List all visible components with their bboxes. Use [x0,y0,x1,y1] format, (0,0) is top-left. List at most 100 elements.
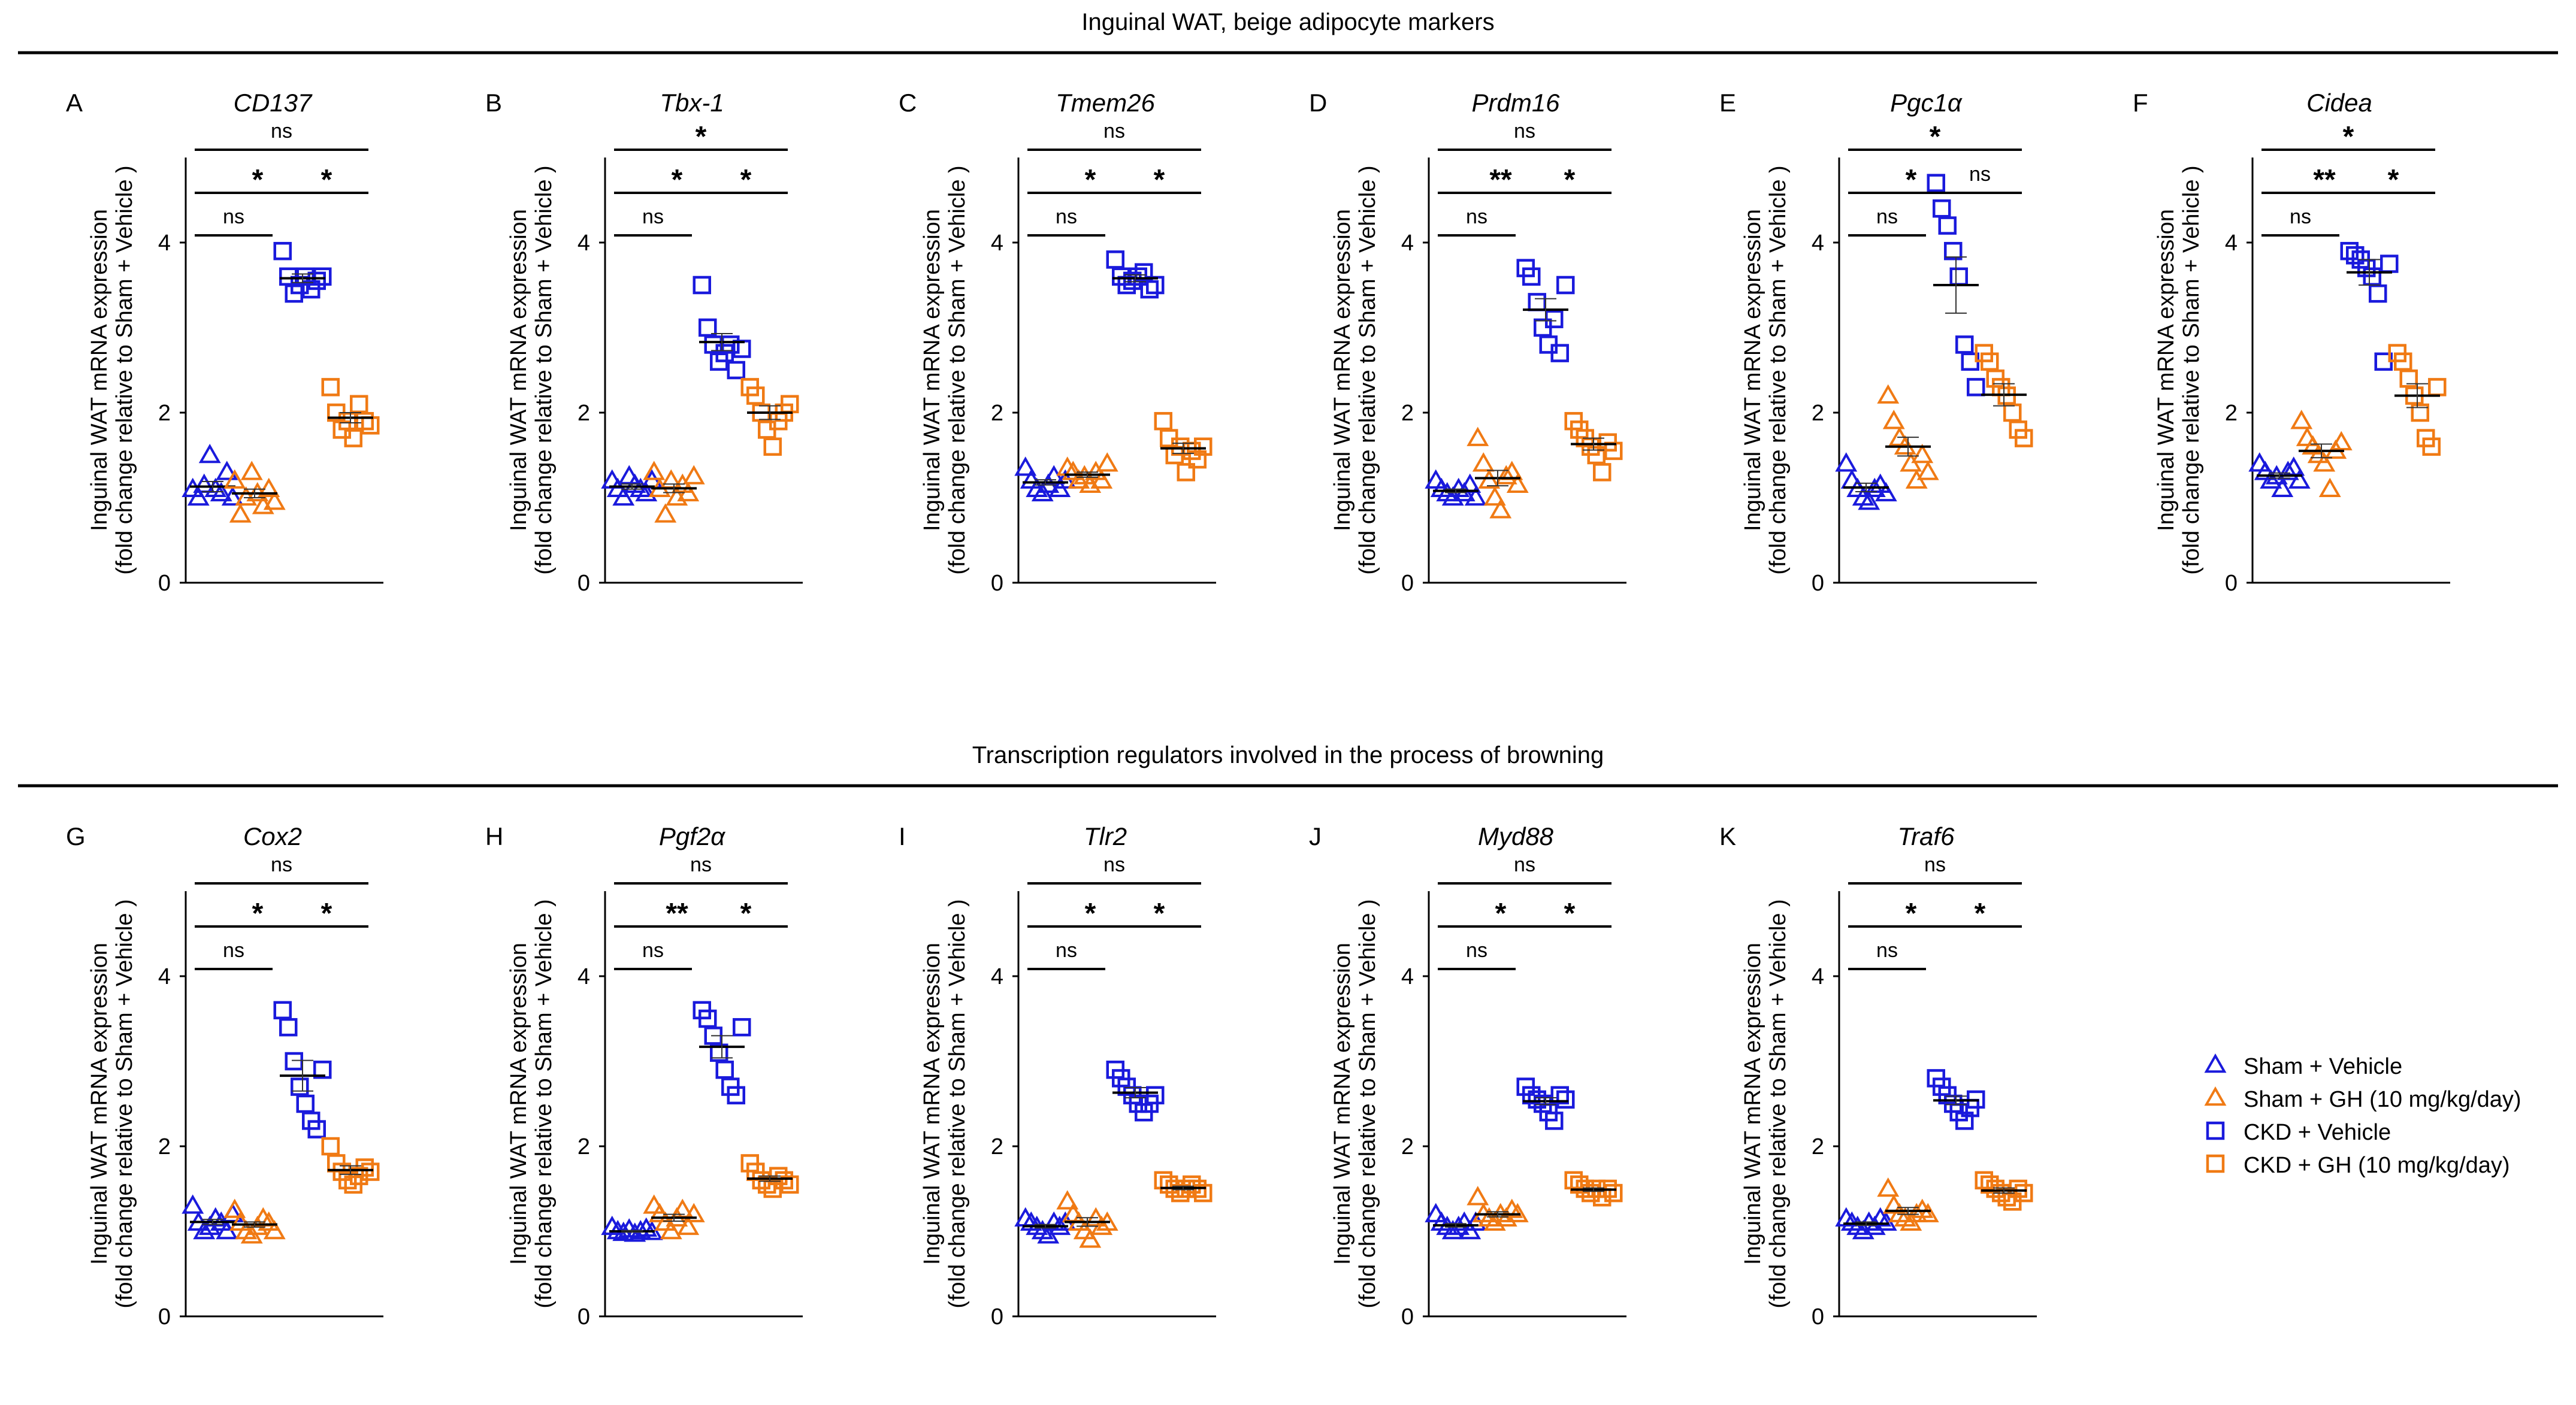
gene-title: Pgc1α [1890,89,1963,117]
significance-label: * [2388,164,2399,196]
legend-label: CKD + Vehicle [2244,1120,2391,1145]
data-point [710,1043,728,1062]
significance-label: * [1564,898,1576,929]
data-point [198,443,221,464]
data-point [2394,352,2412,371]
y-tick-label: 4 [1401,964,1414,989]
data-point [1955,335,1974,354]
panel-H: H Pgf2α 0 2 4 Inguinal WAT mRNA expression (fo… [485,822,803,1330]
square-marker-icon [2206,1121,2225,1140]
y-axis-label: Inguinal WAT mRNA expression [920,943,945,1265]
y-tick-label: 0 [1401,1304,1414,1330]
data-point [1472,452,1495,472]
y-tick-label: 2 [991,401,1003,426]
significance-label: * [1085,164,1096,196]
data-point [1905,1203,1928,1222]
significance-label: * [696,121,707,153]
significance-label: * [321,898,332,929]
data-point [193,1219,216,1240]
y-tick-label: 2 [1812,1134,1824,1159]
data-point [699,318,717,337]
panel-letter: H [485,822,503,850]
data-point [291,1077,309,1096]
panel-letter: D [1309,89,1327,117]
data-point [643,461,666,480]
data-point [2346,246,2365,265]
data-point [781,1175,799,1194]
significance-label: * [1495,898,1507,929]
data-point [1106,250,1124,269]
data-point [273,1001,292,1020]
legend-label: Sham + Vehicle [2244,1054,2402,1079]
data-point [733,340,751,358]
significance-label: ns [1466,205,1487,228]
data-point [775,1171,793,1190]
panel-J: J Myd88 0 2 4 Inguinal WAT mRNA expression (fo… [1309,822,1626,1330]
data-point [1911,443,1934,464]
data-point [258,477,280,498]
panel-C: C Tmem26 0 2 4 Inguinal WAT mRNA expression (f… [899,89,1216,596]
data-point [1916,461,1939,480]
data-point [763,437,782,456]
data-point [1425,469,1447,489]
panel-letter: B [485,89,502,117]
panel-G: G Cox2 0 2 4 Inguinal WAT mRNA expression (fol… [66,822,383,1330]
data-point [612,486,635,506]
data-point [285,1052,303,1071]
y-tick-label: 0 [158,571,171,596]
data-point [350,395,368,414]
y-axis-label: Inguinal WAT mRNA expression [506,209,531,531]
data-point [1129,267,1147,286]
gene-title: Prdm16 [1471,89,1560,117]
data-point [682,1203,705,1222]
data-point [2003,403,2022,422]
panel-letter: E [1719,89,1736,117]
data-point [1882,410,1905,429]
data-point [1556,1090,1575,1109]
data-point [1177,463,1195,482]
data-point [1874,482,1897,502]
data-point [699,1009,717,1028]
data-point [223,1198,246,1218]
legend-item: Sham + Vehicle [2204,1053,2402,1079]
data-point [643,1194,666,1214]
data-point [2254,461,2276,480]
data-point [307,1120,326,1138]
data-point [2248,452,2271,472]
gene-title: Myd88 [1478,822,1554,850]
y-tick-label: 4 [991,964,1003,989]
data-point [2009,1179,2027,1198]
data-point [1877,384,1900,404]
data-point [1916,1203,1939,1222]
data-point [1154,411,1172,431]
data-point [2318,477,2341,498]
data-point [654,503,677,523]
data-point [1967,378,1985,396]
significance-label: * [1085,898,1096,929]
data-point [1495,465,1517,485]
data-point [635,482,658,502]
y-tick-label: 4 [158,231,171,256]
data-point [2288,469,2311,489]
data-point [1188,450,1207,469]
legend-label: Sham + GH (10 mg/kg/day) [2244,1087,2521,1112]
y-tick-label: 4 [578,231,590,256]
legend-item: CKD + GH (10 mg/kg/day) [2206,1153,2510,1178]
data-point [2428,378,2447,396]
significance-label: ** [666,898,688,929]
data-point [2380,255,2399,273]
data-point [1556,275,1575,295]
data-point [355,411,374,431]
data-point [187,486,210,506]
data-point [361,416,380,435]
gene-title: Pgf2α [659,822,725,850]
data-point [321,378,340,396]
significance-label: * [1930,121,1941,153]
gene-title: Traf6 [1898,822,1955,850]
y-tick-label: 2 [1812,401,1824,426]
significance-label: * [1906,898,1917,929]
significance-label: * [1906,164,1917,196]
data-point [746,386,765,405]
data-point [296,1094,315,1113]
